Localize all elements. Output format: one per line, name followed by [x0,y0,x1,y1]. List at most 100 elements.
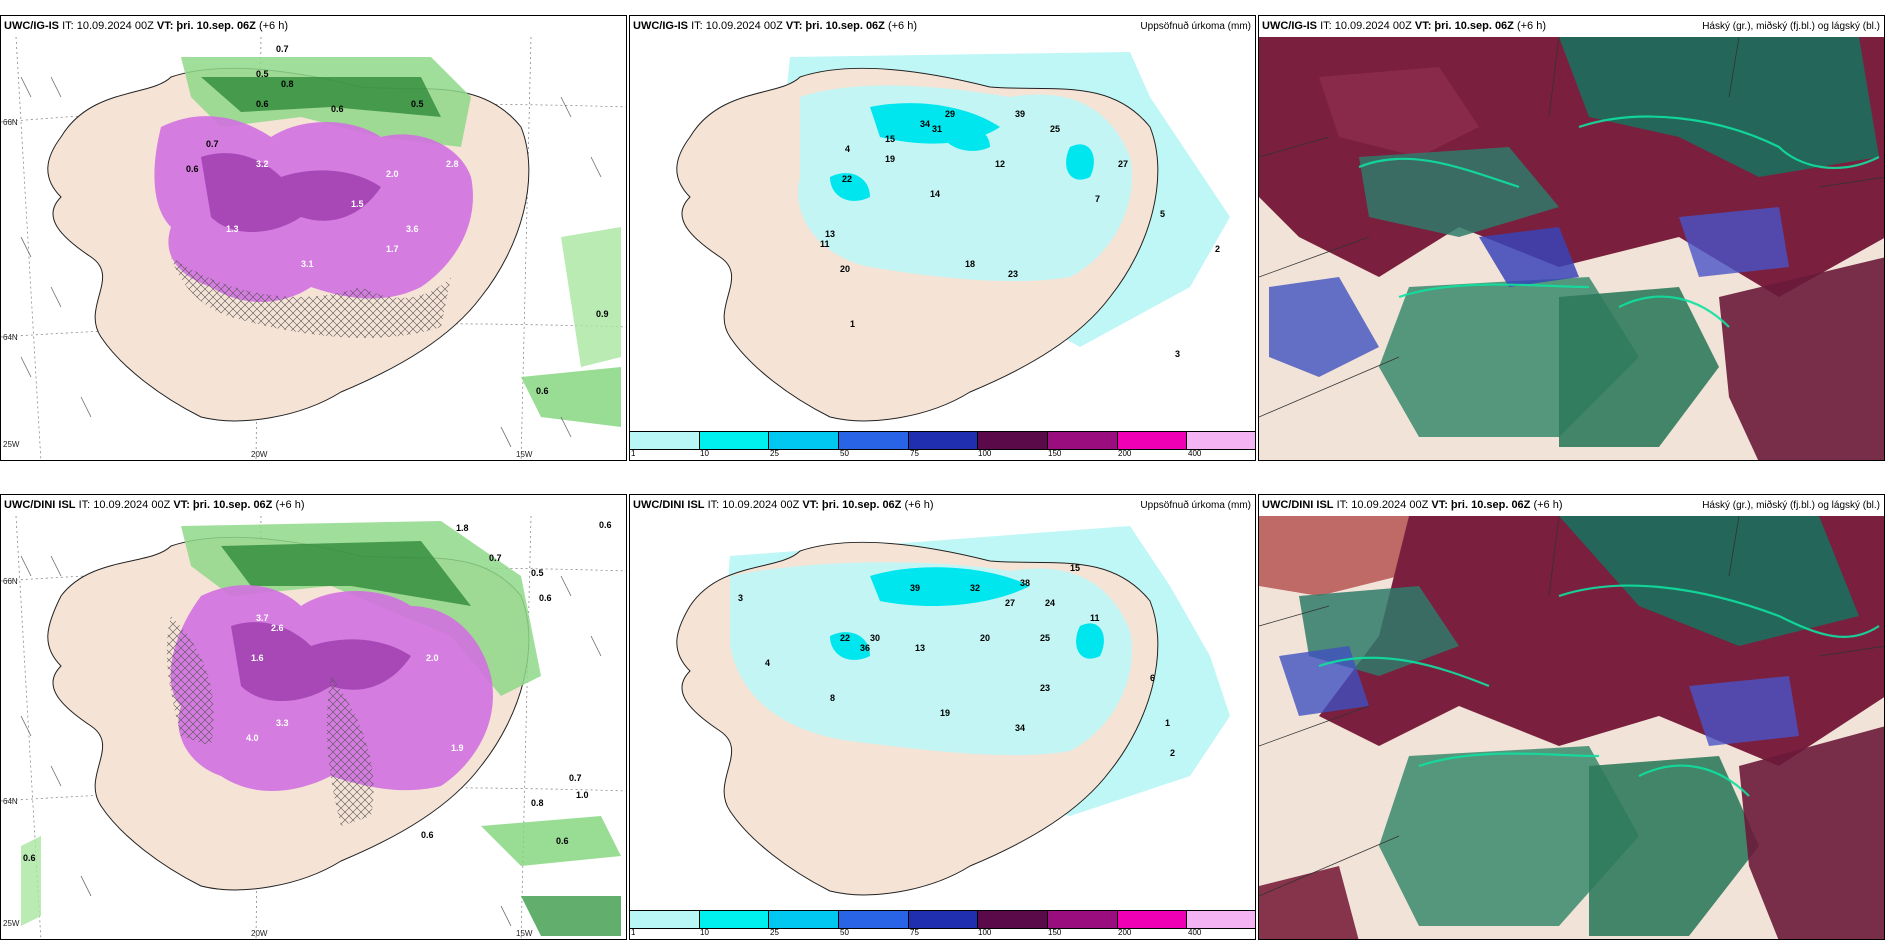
value-label: 0.8 [531,798,544,808]
model-label: UWC/DINI ISL [1262,499,1334,511]
panel-title: Uppsöfnuð úrkoma (mm) [1140,21,1251,32]
value-label: 3.6 [406,224,419,234]
valid-time: VT: þri. 10.sep. 06Z [802,499,902,511]
forecast-offset: (+6 h) [258,20,289,32]
value-label: 30 [870,633,880,643]
init-time: IT: 10.09.2024 00Z [707,499,800,511]
init-time: IT: 10.09.2024 00Z [78,499,171,511]
map-area: 66N 64N 25W 20W 15W 0.7 0.5 0.8 0.6 0.5 … [1,37,626,460]
panel-title: Uppsöfnuð úrkoma (mm) [1140,500,1251,511]
value-label: 0.8 [281,79,294,89]
panel-header: UWC/IG-IS IT: 10.09.2024 00Z VT: þri. 10… [1,16,626,37]
value-label: 3.2 [256,159,269,169]
map-svg: 66N 64N 25W 20W 15W 0.7 0.5 0.8 0.6 0.5 … [1,37,626,460]
swatch [908,432,979,449]
swatch [1117,911,1188,928]
colorbar-label: 100 [978,449,992,458]
value-label: 11 [1090,613,1100,623]
lat-label-66n: 66N [3,577,18,586]
map-svg: 34 29 31 39 25 19 27 15 22 14 13 18 23 2… [676,52,1230,422]
value-label: 25 [1050,124,1060,134]
value-label: 1 [850,319,855,329]
value-label: 19 [885,154,895,164]
lon-label-25w: 25W [3,440,20,449]
value-label: 7 [1095,194,1100,204]
swatch [839,911,909,928]
value-label: 13 [915,643,925,653]
value-label: 18 [965,259,975,269]
value-label: 0.5 [531,568,544,578]
init-time: IT: 10.09.2024 00Z [1336,499,1429,511]
colorbar-label: 50 [840,928,849,937]
value-label: 0.7 [489,553,502,563]
value-label: 0.6 [256,99,269,109]
value-labels: 0.6 1.8 0.7 0.5 0.6 3.7 2.6 2.0 1.6 4.0 … [23,520,612,863]
value-label: 0.6 [23,853,36,863]
lon-label-15w: 15W [516,450,533,459]
value-label: 22 [840,633,850,643]
value-label: 0.7 [276,44,289,54]
value-label: 0.6 [421,830,434,840]
model-label: UWC/DINI ISL [633,499,705,511]
colorbar-label: 25 [770,449,779,458]
value-label: 1.7 [386,244,399,254]
swatch [1187,911,1255,928]
lon-label-25w: 25W [3,919,20,928]
value-label: 39 [1015,109,1025,119]
value-label: 38 [1020,578,1030,588]
panel-igis-accum-precip: UWC/IG-IS IT: 10.09.2024 00Z VT: þri. 10… [629,15,1256,461]
value-label: 23 [1040,683,1050,693]
colorbar: 1 10 25 50 75 100 150 200 400 [630,909,1255,939]
swatch [839,432,909,449]
value-label: 31 [932,124,942,134]
value-label: 0.9 [596,309,609,319]
value-label: 27 [1118,159,1128,169]
value-label: 36 [860,643,870,653]
value-label: 0.6 [536,386,549,396]
value-label: 15 [885,134,895,144]
lat-label-64n: 64N [3,797,18,806]
value-label: 0.6 [599,520,612,530]
model-label: UWC/IG-IS [633,20,688,32]
panel-dini-cloud-precip: UWC/DINI ISL IT: 10.09.2024 00Z VT: þri.… [0,494,627,940]
value-label: 20 [840,264,850,274]
forecast-offset: (+6 h) [904,499,934,511]
value-label: 1.8 [456,523,469,533]
value-label: 20 [980,633,990,643]
value-label: 1.3 [226,224,239,234]
lon-label-15w: 15W [516,929,533,938]
lat-label-64n: 64N [3,333,18,342]
value-labels: 39 32 38 24 27 15 30 36 22 25 20 13 23 1… [738,563,1175,758]
colorbar: 1 10 25 50 75 100 150 200 400 [630,430,1255,460]
value-label: 3 [1175,349,1180,359]
value-label: 0.7 [569,773,582,783]
panel-header: UWC/IG-IS IT: 10.09.2024 00Z VT: þri. 10… [630,16,1255,37]
forecast-offset: (+6 h) [1533,499,1563,511]
model-label: UWC/DINI ISL [4,499,76,511]
colorbar-label: 400 [1188,449,1202,458]
model-label: UWC/IG-IS [1262,20,1317,32]
init-time: IT: 10.09.2024 00Z [1320,20,1412,32]
value-label: 6 [1150,673,1155,683]
init-time: IT: 10.09.2024 00Z [62,20,154,32]
swatch [908,911,979,928]
init-time: IT: 10.09.2024 00Z [691,20,783,32]
value-label: 1.6 [251,653,264,663]
panel-title: Háský (gr.), miðský (fj.bl.) og lágský (… [1702,500,1880,511]
swatch [978,432,1049,449]
forecast-offset: (+6 h) [1516,20,1547,32]
colorbar-label: 200 [1118,449,1132,458]
value-label: 19 [940,708,950,718]
colorbar-label: 25 [770,928,779,937]
value-label: 0.7 [206,139,219,149]
value-label: 3.7 [256,613,269,623]
colorbar-label: 75 [910,928,919,937]
colorbar-label: 10 [700,928,709,937]
swatch [1048,432,1118,449]
value-label: 12 [995,159,1005,169]
map-svg: 66N 64N 25W 20W 15W 0.6 1.8 0.7 0.5 0.6 … [1,516,626,939]
value-label: 13 [825,229,835,239]
value-label: 34 [920,119,930,129]
value-label: 22 [842,174,852,184]
panel-title: Háský (gr.), miðský (fj.bl.) og lágský (… [1702,21,1880,32]
